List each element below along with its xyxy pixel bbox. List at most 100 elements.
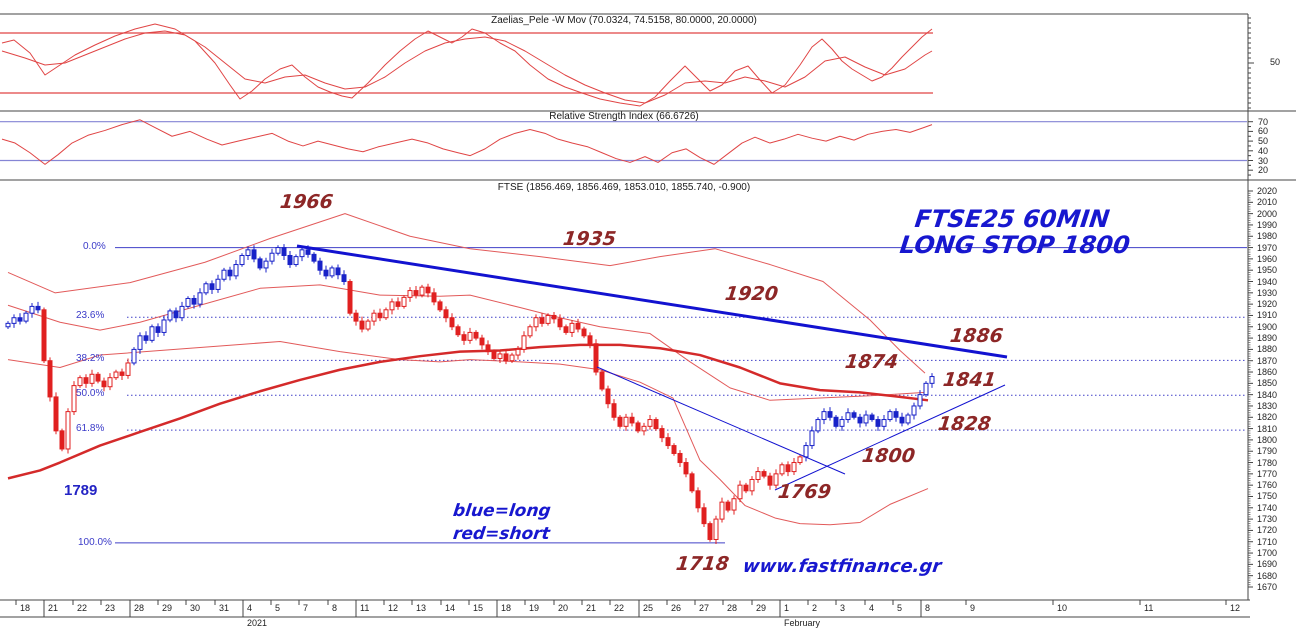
candle-body[interactable] xyxy=(581,328,587,337)
candle-body[interactable] xyxy=(521,335,527,350)
website-watermark[interactable]: www.fastfinance.gr xyxy=(741,556,943,577)
candle-body[interactable] xyxy=(359,320,365,330)
candle-body[interactable] xyxy=(77,377,83,387)
candle-body[interactable] xyxy=(569,322,575,333)
candle-body[interactable] xyxy=(899,416,905,424)
price-label-1828[interactable]: 1828 xyxy=(936,413,993,435)
candle-body[interactable] xyxy=(533,317,539,328)
candle-body[interactable] xyxy=(287,254,293,266)
candle-body[interactable] xyxy=(731,498,737,511)
candle-body[interactable] xyxy=(311,253,317,262)
candle-body[interactable] xyxy=(161,319,167,333)
candle-body[interactable] xyxy=(197,292,203,305)
candle-body[interactable] xyxy=(275,247,281,254)
candle-body[interactable] xyxy=(755,471,761,481)
candle-body[interactable] xyxy=(293,256,299,266)
price-label-1769[interactable]: 1769 xyxy=(776,481,833,503)
candle-body[interactable] xyxy=(443,309,449,319)
candle-body[interactable] xyxy=(719,501,725,520)
candle-body[interactable] xyxy=(845,412,851,421)
candle-body[interactable] xyxy=(95,373,101,382)
candle-body[interactable] xyxy=(761,471,767,477)
candle-body[interactable] xyxy=(725,501,731,511)
candle-body[interactable] xyxy=(803,445,809,458)
candle-body[interactable] xyxy=(713,518,719,540)
candle-body[interactable] xyxy=(341,274,347,283)
candle-body[interactable] xyxy=(167,310,173,321)
candle-body[interactable] xyxy=(881,419,887,427)
candle-body[interactable] xyxy=(827,411,833,418)
candle-body[interactable] xyxy=(491,351,497,359)
candle-body[interactable] xyxy=(575,322,581,330)
candle-body[interactable] xyxy=(47,360,53,398)
candle-body[interactable] xyxy=(179,305,185,319)
candle-body[interactable] xyxy=(233,264,239,277)
candle-body[interactable] xyxy=(437,301,443,311)
candle-body[interactable] xyxy=(173,310,179,319)
candle-body[interactable] xyxy=(107,377,113,388)
candle-body[interactable] xyxy=(551,314,557,320)
legend-red-short[interactable]: red=short xyxy=(451,524,552,544)
candle-body[interactable] xyxy=(353,312,359,322)
candle-body[interactable] xyxy=(875,419,881,427)
candle-body[interactable] xyxy=(917,394,923,407)
candle-body[interactable] xyxy=(395,301,401,307)
candle-body[interactable] xyxy=(563,326,569,333)
trendline-wedge-up[interactable] xyxy=(774,384,1006,491)
candle-body[interactable] xyxy=(23,312,29,322)
candle-body[interactable] xyxy=(29,305,35,314)
candle-body[interactable] xyxy=(461,334,467,341)
candle-body[interactable] xyxy=(365,320,371,330)
candle-body[interactable] xyxy=(641,425,647,432)
candle-body[interactable] xyxy=(665,437,671,447)
candle-body[interactable] xyxy=(143,335,149,341)
candle-body[interactable] xyxy=(497,353,503,359)
candle-body[interactable] xyxy=(707,523,713,540)
candle-body[interactable] xyxy=(773,473,779,486)
candle-body[interactable] xyxy=(239,254,245,266)
candle-body[interactable] xyxy=(371,312,377,322)
candle-body[interactable] xyxy=(485,344,491,353)
candle-body[interactable] xyxy=(11,317,17,324)
candle-body[interactable] xyxy=(149,326,155,341)
candle-body[interactable] xyxy=(653,419,659,430)
candle-body[interactable] xyxy=(419,286,425,296)
candle-body[interactable] xyxy=(701,507,707,525)
price-label-1841[interactable]: 1841 xyxy=(941,369,998,391)
candle-body[interactable] xyxy=(137,335,143,350)
candle-body[interactable] xyxy=(623,416,629,427)
candle-body[interactable] xyxy=(605,388,611,405)
price-label-1718[interactable]: 1718 xyxy=(674,553,731,575)
candle-body[interactable] xyxy=(335,267,341,276)
candle-body[interactable] xyxy=(245,249,251,256)
candle-body[interactable] xyxy=(59,430,65,450)
candle-body[interactable] xyxy=(923,382,929,396)
candle-body[interactable] xyxy=(479,337,485,346)
candle-body[interactable] xyxy=(677,452,683,464)
candle-body[interactable] xyxy=(911,405,917,416)
candle-body[interactable] xyxy=(71,385,77,413)
price-label-1935[interactable]: 1935 xyxy=(561,228,618,250)
candle-body[interactable] xyxy=(467,331,473,341)
candle-body[interactable] xyxy=(635,422,641,432)
legend-blue-long[interactable]: blue=long xyxy=(451,501,552,521)
candle-body[interactable] xyxy=(509,354,515,362)
candle-body[interactable] xyxy=(587,335,593,345)
candle-body[interactable] xyxy=(785,464,791,473)
candle-body[interactable] xyxy=(305,249,311,255)
candle-body[interactable] xyxy=(329,267,335,277)
price-label-1800[interactable]: 1800 xyxy=(860,445,917,467)
candle-body[interactable] xyxy=(809,430,815,447)
candle-body[interactable] xyxy=(377,312,383,319)
candle-body[interactable] xyxy=(455,326,461,336)
candle-body[interactable] xyxy=(155,326,161,333)
candle-body[interactable] xyxy=(215,278,221,290)
candle-body[interactable] xyxy=(743,484,749,492)
candle-body[interactable] xyxy=(5,322,11,328)
candle-body[interactable] xyxy=(413,290,419,296)
candle-body[interactable] xyxy=(347,281,353,314)
candle-body[interactable] xyxy=(131,348,137,364)
price-label-1789[interactable]: 1789 xyxy=(64,482,98,499)
candle-body[interactable] xyxy=(281,247,287,256)
candle-body[interactable] xyxy=(647,419,653,427)
